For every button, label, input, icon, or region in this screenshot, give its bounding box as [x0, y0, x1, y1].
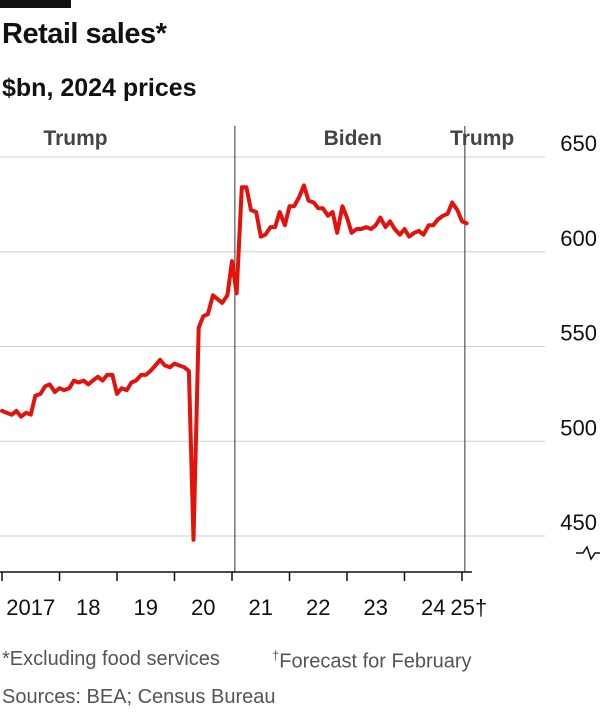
axis-break-icon — [576, 545, 600, 561]
x-tick-label-2020: 20 — [191, 595, 215, 620]
footnote-dagger: † — [272, 648, 280, 663]
x-tick-label-2025: 25† — [450, 595, 487, 620]
period-label-trump-2: Trump — [450, 127, 514, 150]
footnote-forecast: †Forecast for February — [272, 648, 472, 674]
footnote-sources: Sources: BEA; Census Bureau — [2, 686, 276, 708]
retail-sales-line — [0, 183, 469, 542]
x-tick-label-2021: 21 — [249, 595, 273, 620]
top-accent-bar — [0, 0, 71, 8]
y-tick-label-550: 550 — [560, 321, 597, 346]
x-tick-label-2022: 22 — [306, 595, 330, 620]
x-tick-label-2023: 23 — [364, 595, 388, 620]
x-tick-label-2019: 19 — [134, 595, 158, 620]
y-tick-label-600: 600 — [560, 226, 597, 251]
chart-subtitle: $bn, 2024 prices — [2, 74, 197, 102]
x-tick-label-2018: 18 — [76, 595, 100, 620]
chart-title: Retail sales* — [2, 18, 167, 50]
y-tick-label-650: 650 — [560, 131, 597, 156]
line-chart: 450 500 550 600 650 Trump Biden Trump 2017 18 19 20… — [0, 126, 600, 620]
x-tick-label-2024: 24 — [421, 595, 445, 620]
y-tick-label-450: 450 — [560, 510, 597, 535]
period-label-trump-0: Trump — [43, 127, 107, 150]
footnote-forecast-text: Forecast for February — [279, 650, 472, 673]
y-tick-label-500: 500 — [560, 415, 597, 440]
period-label-biden-1: Biden — [324, 127, 382, 150]
x-tick-label-2017: 2017 — [6, 595, 55, 620]
footnote-excluding: *Excluding food services — [2, 648, 220, 670]
